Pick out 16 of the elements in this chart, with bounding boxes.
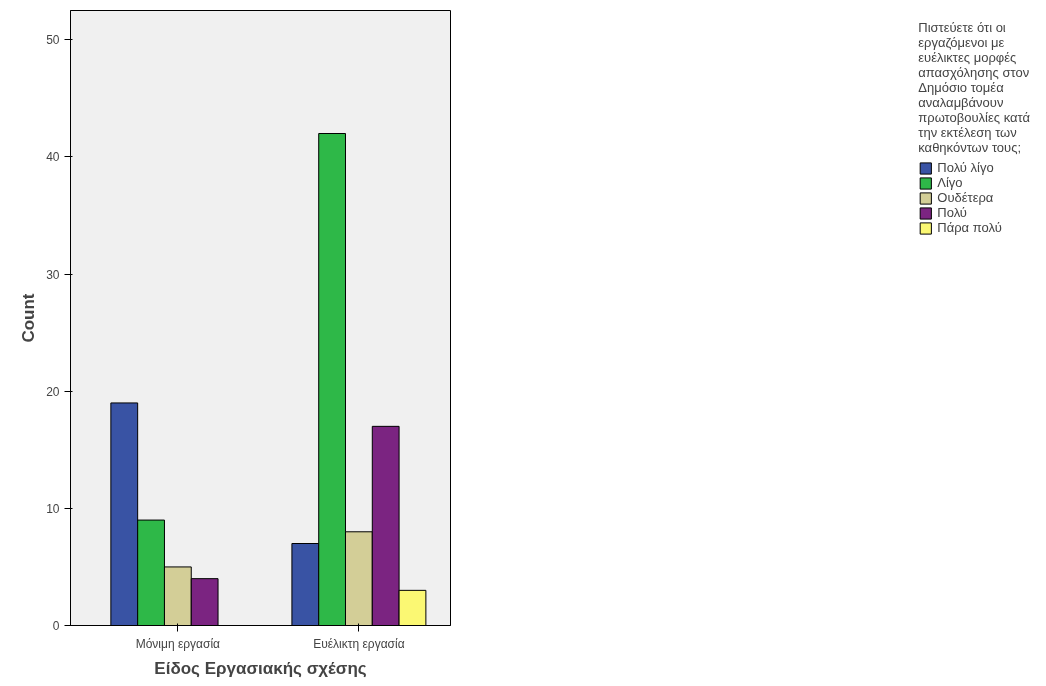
x-tick-label: Ευέλικτη εργασία xyxy=(313,636,405,651)
y-tick-label: 50 xyxy=(46,33,60,48)
y-tick-label: 30 xyxy=(46,267,60,282)
legend-label: Λίγο xyxy=(937,175,963,190)
legend-label: Ουδέτερα xyxy=(937,190,994,205)
y-tick-label: 10 xyxy=(46,501,60,516)
legend-label: Πολύ λίγο xyxy=(937,160,994,175)
x-axis-title: Είδος Εργασιακής σχέσης xyxy=(154,658,367,678)
legend-label: Πολύ xyxy=(937,205,967,220)
y-tick-label: 0 xyxy=(52,619,60,633)
y-tick-label: 20 xyxy=(46,384,60,399)
y-tick-label: 40 xyxy=(46,150,60,165)
legend-label: Πάρα πολύ xyxy=(937,220,1002,235)
x-tick-label: Μόνιμη εργασία xyxy=(135,636,221,651)
text: Πιστεύετε ότι οι εργαζόμενοι με ευέλικτες μορφές απασχόλησης στον Δημόσιο τομέα αναλαμβάνουν πρωτοβουλίες κατά την εκτέλεση των καθηκόντων τους; xyxy=(918,20,1030,155)
y-axis-title: Count xyxy=(19,293,39,343)
